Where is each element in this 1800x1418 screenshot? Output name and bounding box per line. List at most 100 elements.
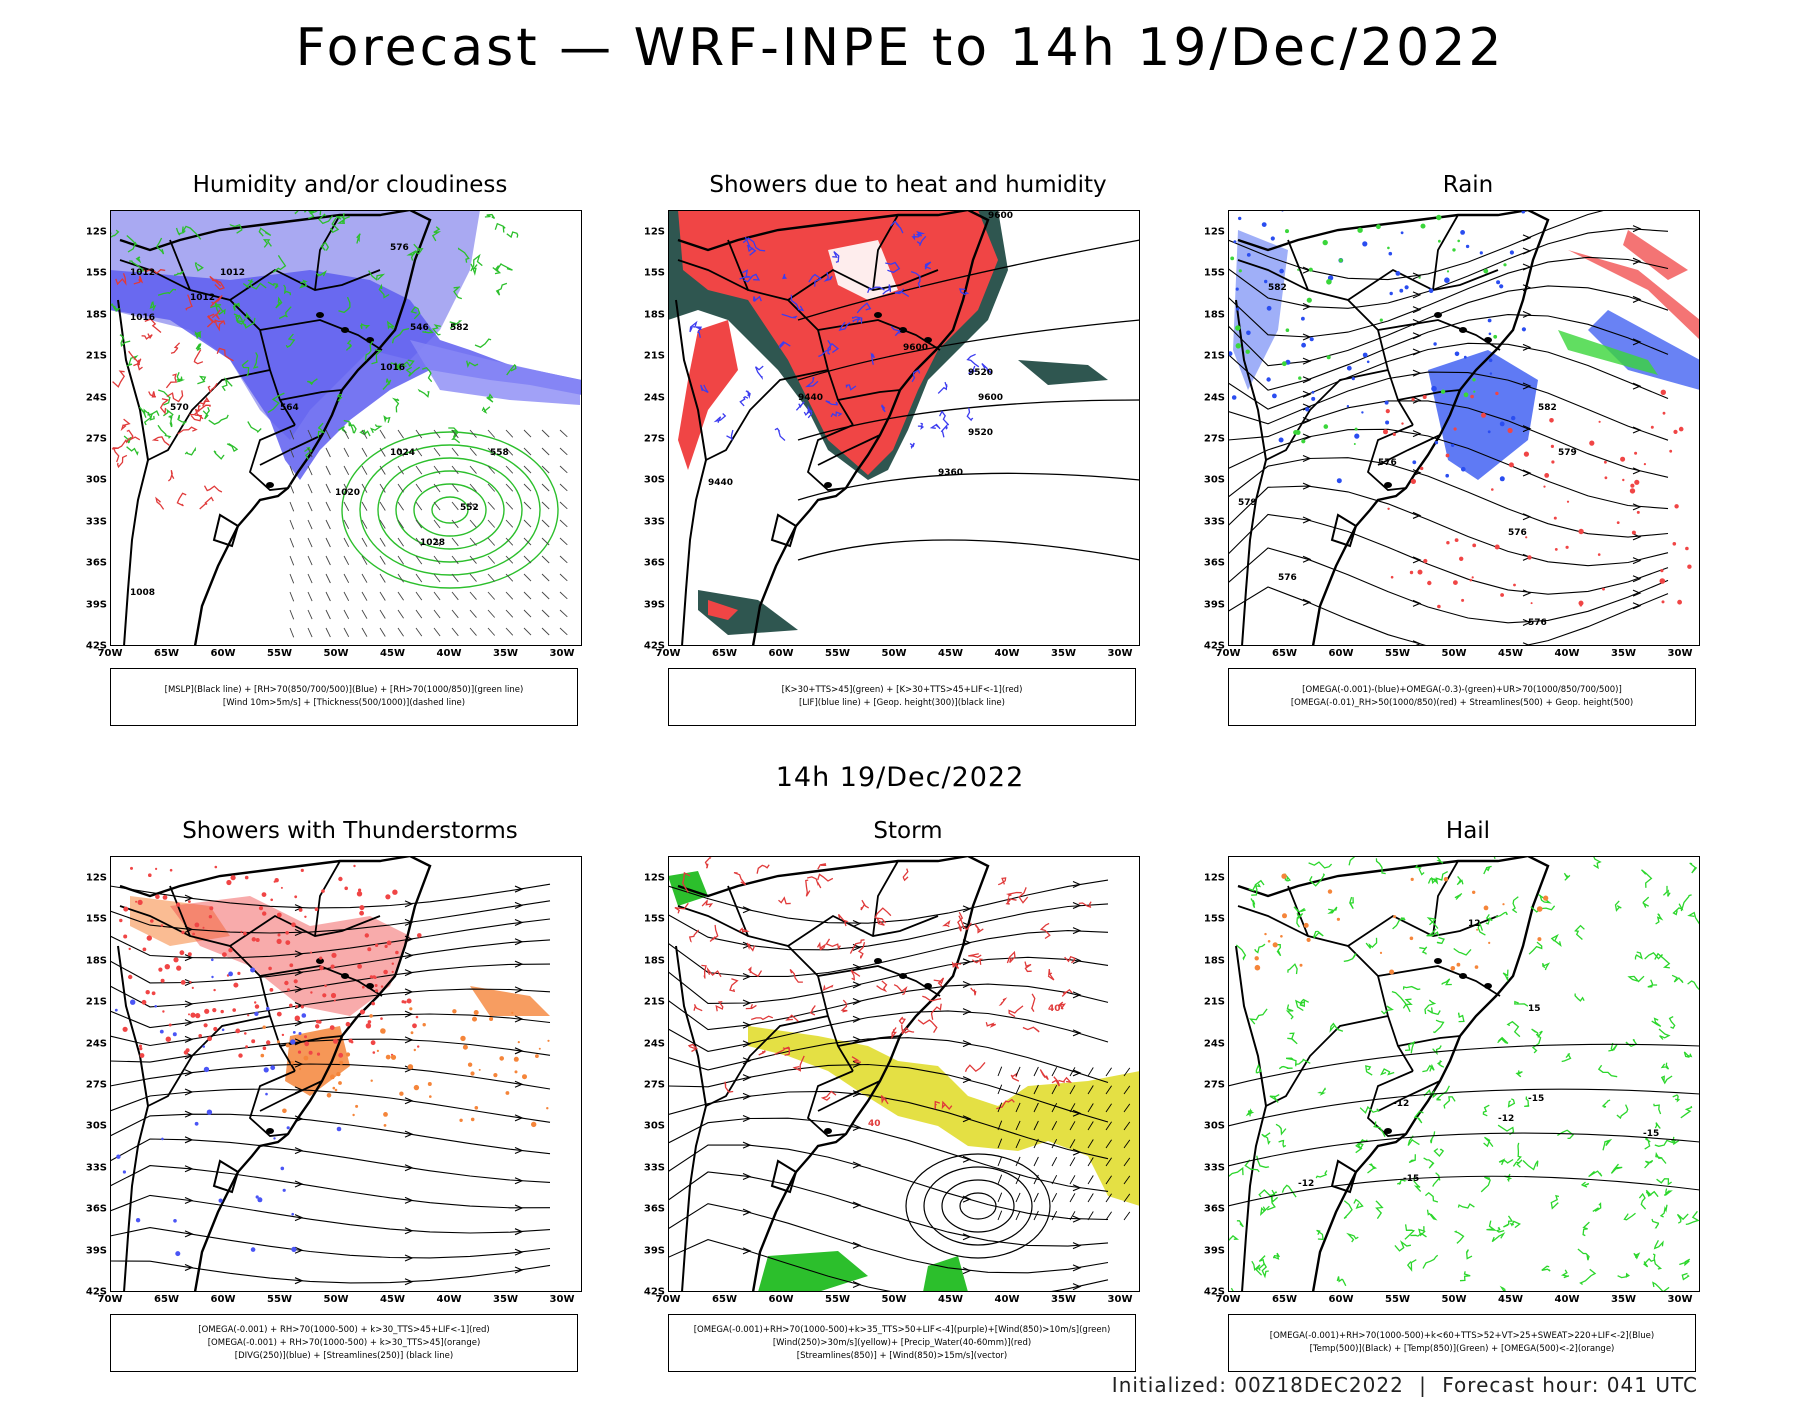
lat-tick-label: 24S [86,1038,107,1049]
lat-tick-label: 18S [1204,309,1225,320]
legend-line: [OMEGA(-0.001) + RH>70(1000-500) + k>30_… [198,1324,489,1337]
omega-red [1393,433,1396,436]
storm-orange [506,1091,510,1095]
divg-blue [287,1126,290,1129]
storm-orange [518,1041,520,1043]
lat-tick-label: 27S [644,1080,665,1091]
omega-green [1493,335,1497,339]
lon-tick-label: 30W [1668,648,1693,659]
contour-label: 9520 [968,368,993,378]
omega-blue [1412,460,1416,464]
omega-blue [1445,474,1449,478]
lat-tick-label: 39S [644,599,665,610]
storm-red [282,1034,284,1036]
divg-blue [264,1067,269,1072]
lon-tick-label: 35W [493,648,518,659]
omega-red [1677,600,1682,605]
storm-red [165,964,170,969]
storm-red [310,952,312,954]
omega-green [1355,428,1358,431]
omega-orange [1328,889,1332,893]
storm-orange [399,1092,403,1096]
lake-marker [266,482,274,488]
storm-orange [474,1010,479,1015]
legend-line: [LIF](blue line) + [Geop. height(300)](b… [799,697,1005,710]
lon-tick-label: 30W [1668,1294,1693,1305]
omega-blue [1362,241,1367,246]
footer-separator: | [1419,1373,1427,1397]
panel-title: Hail [1183,818,1753,844]
storm-orange [463,1045,468,1050]
storm-red [192,987,194,989]
omega-red [1630,488,1635,493]
omega-red [1634,452,1637,455]
omega-red [1637,511,1640,514]
storm-red [161,979,165,983]
divg-blue [291,1247,296,1252]
storm-red [170,869,173,872]
lat-tick-label: 12S [644,873,665,884]
omega-orange [1281,874,1286,879]
lon-tick-label: 40W [1555,1294,1580,1305]
storm-red [222,952,227,957]
contour-label: -12 [1498,1114,1514,1124]
lat-tick-label: 39S [644,1245,665,1256]
legend-line: [Temp(500)](Black) + [Temp(850)](Green) … [1310,1343,1615,1356]
lat-tick-label: 15S [86,914,107,925]
storm-red [237,972,240,975]
storm-red [363,1011,365,1013]
omega-blue [1399,289,1403,293]
divg-blue [211,976,213,978]
lat-tick-label: 24S [86,392,107,403]
lake-marker [824,1128,832,1134]
omega-red [1644,463,1646,465]
storm-orange [327,1093,332,1098]
storm-red [235,1029,240,1034]
omega-green [1472,378,1475,381]
storm-red [204,1023,208,1027]
lat-tick-label: 30S [86,475,107,486]
divg-blue [228,972,233,977]
lon-tick-label: 65W [1272,648,1297,659]
lat-tick-label: 12S [86,227,107,238]
storm-red [259,906,263,910]
omega-blue [1464,356,1467,359]
storm-red [367,947,371,951]
storm-orange [460,1036,465,1041]
omega-blue [1233,240,1236,243]
divg-blue [266,1007,270,1011]
omega-red [1495,545,1500,550]
lat-tick-label: 39S [86,599,107,610]
storm-orange [338,1081,342,1085]
storm-orange [369,1014,373,1018]
lat-tick-label: 24S [644,392,665,403]
omega-blue [1500,422,1505,427]
omega-blue [1236,307,1239,310]
contour-label: 1012 [130,268,155,278]
contour-label: 576 [1528,618,1547,628]
divg-blue [154,1005,157,1008]
omega-green [1285,229,1289,233]
lat-tick-label: 30S [644,1121,665,1132]
storm-orange [263,1026,266,1029]
storm-orange [386,1055,391,1060]
omega-red [1566,546,1569,549]
storm-red [331,953,336,958]
storm-red [375,984,378,987]
storm-red [212,1008,216,1012]
lat-tick-label: 15S [86,268,107,279]
legend: [OMEGA(-0.001)+RH>70(1000-500)+k<60+TTS>… [1228,1314,1696,1372]
omega-blue [1354,434,1359,439]
storm-red [213,989,215,991]
omega-blue [1367,361,1370,364]
omega-blue [1433,342,1436,345]
omega-blue [1460,230,1465,235]
lon-tick-label: 30W [550,648,575,659]
divg-blue [204,1067,209,1072]
storm-orange [515,1070,518,1073]
divg-blue [293,1031,296,1034]
storm-orange [408,1064,413,1069]
